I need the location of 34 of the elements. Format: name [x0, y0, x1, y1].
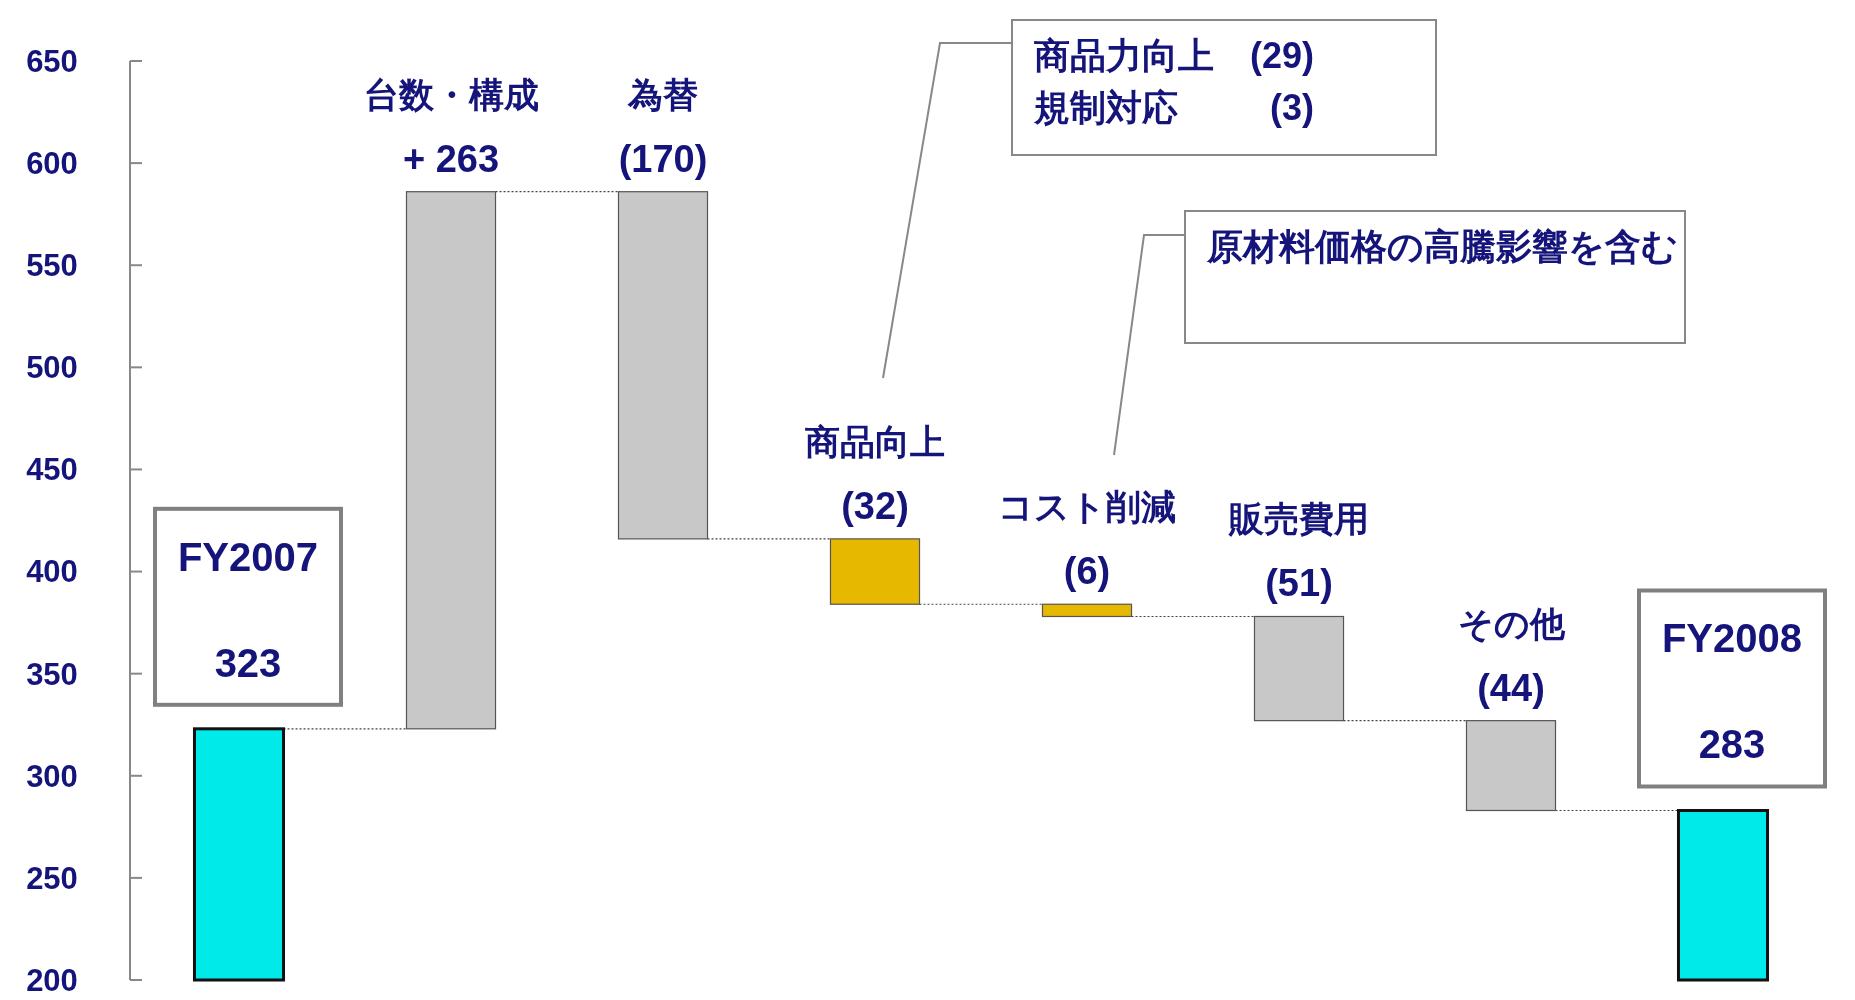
data-label: (170)	[618, 137, 708, 180]
bar	[405, 191, 497, 730]
y-tick-label: 650	[26, 43, 78, 79]
data-label: (32)	[841, 484, 909, 527]
data-label: 283	[1698, 722, 1766, 767]
x-tick-label: 為替	[627, 74, 698, 114]
x-tick-label: FY2008	[1661, 616, 1803, 661]
y-tick-label: 400	[26, 554, 78, 590]
bar	[1041, 603, 1133, 618]
x-tick-label: FY2007	[177, 534, 319, 579]
y-tick-label: 450	[26, 452, 78, 488]
bar	[1465, 720, 1557, 812]
y-tick-label: 550	[26, 248, 78, 284]
annotation: 原材料価格の高騰影響を含む	[1206, 226, 1678, 267]
y-tick-label: 200	[26, 962, 78, 998]
annotation: 商品力向上 (29) 規制対応 (3)	[1033, 35, 1315, 128]
y-tick-label: 500	[26, 350, 78, 386]
x-tick-label: 台数・構成	[363, 74, 539, 114]
data-label: 323	[214, 640, 282, 685]
data-label: (51)	[1265, 562, 1333, 605]
x-tick-label: 商品向上	[805, 421, 945, 461]
y-tick-label: 300	[26, 758, 78, 794]
bar	[617, 191, 709, 540]
y-tick-label: 250	[26, 860, 78, 896]
bar	[829, 538, 921, 605]
data-label: + 263	[402, 137, 500, 180]
x-tick-label: 販売費用	[1228, 499, 1369, 539]
y-tick-label: 350	[26, 656, 78, 692]
data-label: (6)	[1063, 550, 1111, 593]
x-tick-label: コスト削減	[998, 487, 1176, 527]
data-label: (44)	[1477, 666, 1545, 709]
y-tick-label: 600	[26, 145, 78, 181]
bar	[1253, 615, 1345, 722]
x-tick-label: その他	[1457, 603, 1566, 643]
